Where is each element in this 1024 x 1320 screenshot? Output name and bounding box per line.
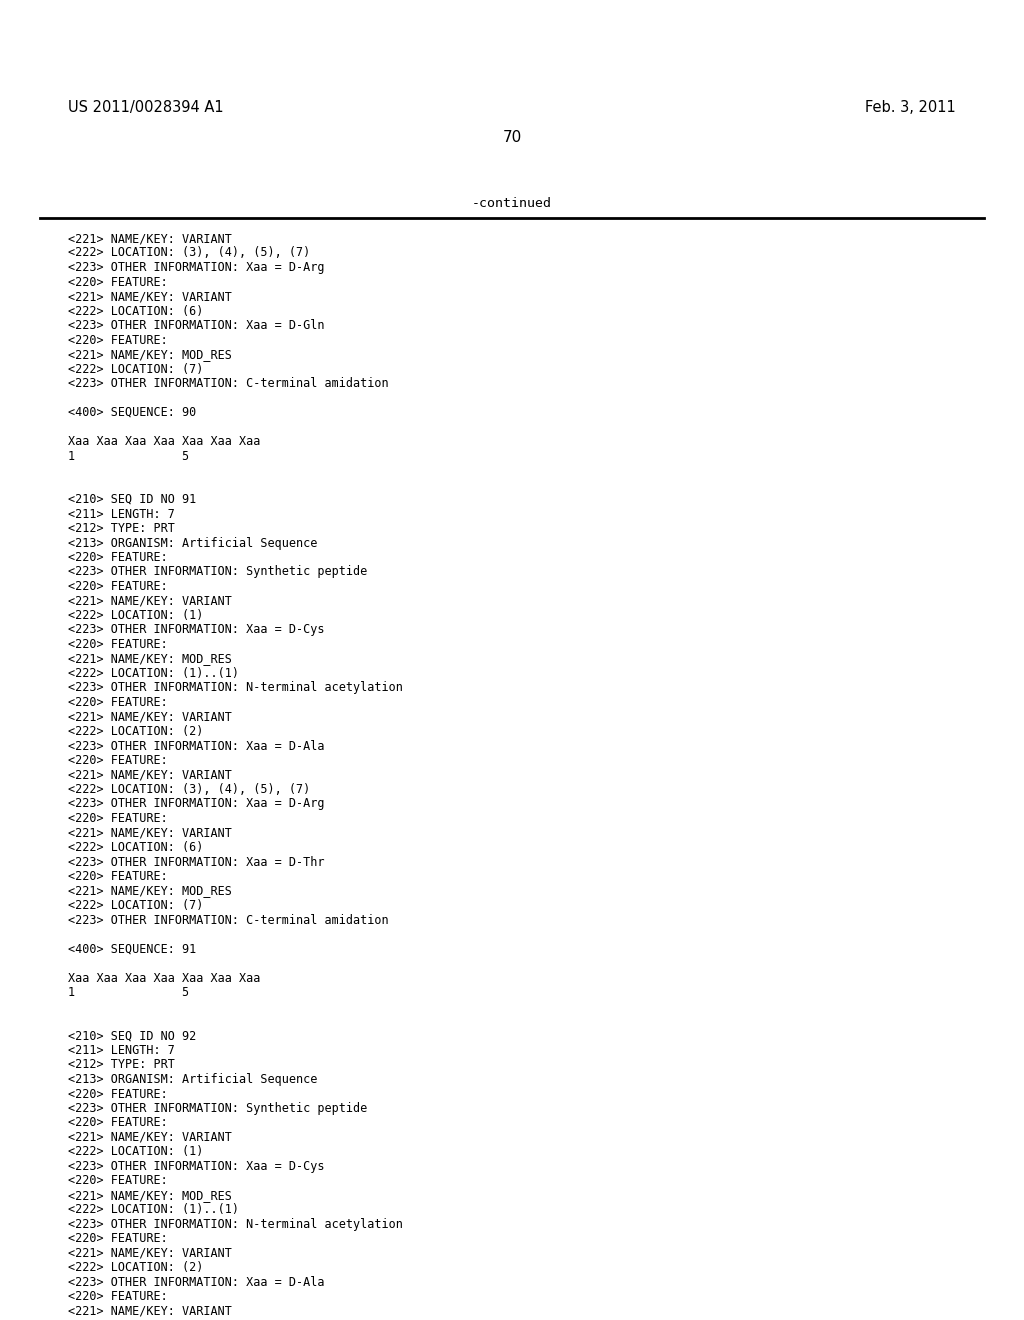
Text: <220> FEATURE:: <220> FEATURE: bbox=[68, 754, 168, 767]
Text: <222> LOCATION: (7): <222> LOCATION: (7) bbox=[68, 363, 204, 375]
Text: <220> FEATURE:: <220> FEATURE: bbox=[68, 1233, 168, 1246]
Text: <220> FEATURE:: <220> FEATURE: bbox=[68, 1175, 168, 1188]
Text: <222> LOCATION: (6): <222> LOCATION: (6) bbox=[68, 305, 204, 318]
Text: <222> LOCATION: (1)..(1): <222> LOCATION: (1)..(1) bbox=[68, 667, 239, 680]
Text: <222> LOCATION: (3), (4), (5), (7): <222> LOCATION: (3), (4), (5), (7) bbox=[68, 247, 310, 260]
Text: <221> NAME/KEY: MOD_RES: <221> NAME/KEY: MOD_RES bbox=[68, 1189, 231, 1203]
Text: <221> NAME/KEY: MOD_RES: <221> NAME/KEY: MOD_RES bbox=[68, 348, 231, 360]
Text: <223> OTHER INFORMATION: Xaa = D-Ala: <223> OTHER INFORMATION: Xaa = D-Ala bbox=[68, 1276, 325, 1290]
Text: <222> LOCATION: (6): <222> LOCATION: (6) bbox=[68, 841, 204, 854]
Text: <221> NAME/KEY: MOD_RES: <221> NAME/KEY: MOD_RES bbox=[68, 884, 231, 898]
Text: <212> TYPE: PRT: <212> TYPE: PRT bbox=[68, 521, 175, 535]
Text: <220> FEATURE:: <220> FEATURE: bbox=[68, 638, 168, 651]
Text: Xaa Xaa Xaa Xaa Xaa Xaa Xaa: Xaa Xaa Xaa Xaa Xaa Xaa Xaa bbox=[68, 436, 260, 447]
Text: <220> FEATURE:: <220> FEATURE: bbox=[68, 1117, 168, 1130]
Text: <223> OTHER INFORMATION: C-terminal amidation: <223> OTHER INFORMATION: C-terminal amid… bbox=[68, 913, 389, 927]
Text: <221> NAME/KEY: VARIANT: <221> NAME/KEY: VARIANT bbox=[68, 290, 231, 304]
Text: <220> FEATURE:: <220> FEATURE: bbox=[68, 579, 168, 593]
Text: <223> OTHER INFORMATION: Xaa = D-Gln: <223> OTHER INFORMATION: Xaa = D-Gln bbox=[68, 319, 325, 333]
Text: <221> NAME/KEY: VARIANT: <221> NAME/KEY: VARIANT bbox=[68, 232, 231, 246]
Text: <220> FEATURE:: <220> FEATURE: bbox=[68, 696, 168, 709]
Text: <223> OTHER INFORMATION: Xaa = D-Arg: <223> OTHER INFORMATION: Xaa = D-Arg bbox=[68, 797, 325, 810]
Text: <221> NAME/KEY: VARIANT: <221> NAME/KEY: VARIANT bbox=[68, 1131, 231, 1144]
Text: <221> NAME/KEY: VARIANT: <221> NAME/KEY: VARIANT bbox=[68, 826, 231, 840]
Text: <223> OTHER INFORMATION: Synthetic peptide: <223> OTHER INFORMATION: Synthetic pepti… bbox=[68, 565, 368, 578]
Text: <220> FEATURE:: <220> FEATURE: bbox=[68, 334, 168, 346]
Text: <220> FEATURE:: <220> FEATURE: bbox=[68, 1291, 168, 1304]
Text: <222> LOCATION: (2): <222> LOCATION: (2) bbox=[68, 1262, 204, 1275]
Text: <222> LOCATION: (1): <222> LOCATION: (1) bbox=[68, 1146, 204, 1159]
Text: <221> NAME/KEY: VARIANT: <221> NAME/KEY: VARIANT bbox=[68, 710, 231, 723]
Text: <223> OTHER INFORMATION: Xaa = D-Thr: <223> OTHER INFORMATION: Xaa = D-Thr bbox=[68, 855, 325, 869]
Text: <212> TYPE: PRT: <212> TYPE: PRT bbox=[68, 1059, 175, 1072]
Text: <213> ORGANISM: Artificial Sequence: <213> ORGANISM: Artificial Sequence bbox=[68, 536, 317, 549]
Text: <213> ORGANISM: Artificial Sequence: <213> ORGANISM: Artificial Sequence bbox=[68, 1073, 317, 1086]
Text: <222> LOCATION: (7): <222> LOCATION: (7) bbox=[68, 899, 204, 912]
Text: <210> SEQ ID NO 92: <210> SEQ ID NO 92 bbox=[68, 1030, 197, 1043]
Text: -continued: -continued bbox=[472, 197, 552, 210]
Text: <222> LOCATION: (2): <222> LOCATION: (2) bbox=[68, 725, 204, 738]
Text: <221> NAME/KEY: VARIANT: <221> NAME/KEY: VARIANT bbox=[68, 1247, 231, 1261]
Text: <220> FEATURE:: <220> FEATURE: bbox=[68, 1088, 168, 1101]
Text: <221> NAME/KEY: MOD_RES: <221> NAME/KEY: MOD_RES bbox=[68, 652, 231, 665]
Text: <221> NAME/KEY: VARIANT: <221> NAME/KEY: VARIANT bbox=[68, 594, 231, 607]
Text: <210> SEQ ID NO 91: <210> SEQ ID NO 91 bbox=[68, 492, 197, 506]
Text: <222> LOCATION: (3), (4), (5), (7): <222> LOCATION: (3), (4), (5), (7) bbox=[68, 783, 310, 796]
Text: <223> OTHER INFORMATION: Xaa = D-Cys: <223> OTHER INFORMATION: Xaa = D-Cys bbox=[68, 623, 325, 636]
Text: <400> SEQUENCE: 90: <400> SEQUENCE: 90 bbox=[68, 407, 197, 418]
Text: <222> LOCATION: (1)..(1): <222> LOCATION: (1)..(1) bbox=[68, 1204, 239, 1217]
Text: <220> FEATURE:: <220> FEATURE: bbox=[68, 870, 168, 883]
Text: <223> OTHER INFORMATION: N-terminal acetylation: <223> OTHER INFORMATION: N-terminal acet… bbox=[68, 681, 402, 694]
Text: Xaa Xaa Xaa Xaa Xaa Xaa Xaa: Xaa Xaa Xaa Xaa Xaa Xaa Xaa bbox=[68, 972, 260, 985]
Text: <222> LOCATION: (1): <222> LOCATION: (1) bbox=[68, 609, 204, 622]
Text: 70: 70 bbox=[503, 129, 521, 145]
Text: <223> OTHER INFORMATION: Xaa = D-Ala: <223> OTHER INFORMATION: Xaa = D-Ala bbox=[68, 739, 325, 752]
Text: <223> OTHER INFORMATION: Xaa = D-Cys: <223> OTHER INFORMATION: Xaa = D-Cys bbox=[68, 1160, 325, 1173]
Text: <223> OTHER INFORMATION: Xaa = D-Arg: <223> OTHER INFORMATION: Xaa = D-Arg bbox=[68, 261, 325, 275]
Text: <220> FEATURE:: <220> FEATURE: bbox=[68, 812, 168, 825]
Text: <400> SEQUENCE: 91: <400> SEQUENCE: 91 bbox=[68, 942, 197, 956]
Text: Feb. 3, 2011: Feb. 3, 2011 bbox=[865, 100, 956, 115]
Text: <223> OTHER INFORMATION: Synthetic peptide: <223> OTHER INFORMATION: Synthetic pepti… bbox=[68, 1102, 368, 1115]
Text: <211> LENGTH: 7: <211> LENGTH: 7 bbox=[68, 507, 175, 520]
Text: <220> FEATURE:: <220> FEATURE: bbox=[68, 276, 168, 289]
Text: <220> FEATURE:: <220> FEATURE: bbox=[68, 550, 168, 564]
Text: <221> NAME/KEY: VARIANT: <221> NAME/KEY: VARIANT bbox=[68, 1305, 231, 1317]
Text: <223> OTHER INFORMATION: C-terminal amidation: <223> OTHER INFORMATION: C-terminal amid… bbox=[68, 378, 389, 389]
Text: US 2011/0028394 A1: US 2011/0028394 A1 bbox=[68, 100, 223, 115]
Text: <221> NAME/KEY: VARIANT: <221> NAME/KEY: VARIANT bbox=[68, 768, 231, 781]
Text: <223> OTHER INFORMATION: N-terminal acetylation: <223> OTHER INFORMATION: N-terminal acet… bbox=[68, 1218, 402, 1232]
Text: 1               5: 1 5 bbox=[68, 450, 189, 462]
Text: 1               5: 1 5 bbox=[68, 986, 189, 999]
Text: <211> LENGTH: 7: <211> LENGTH: 7 bbox=[68, 1044, 175, 1057]
